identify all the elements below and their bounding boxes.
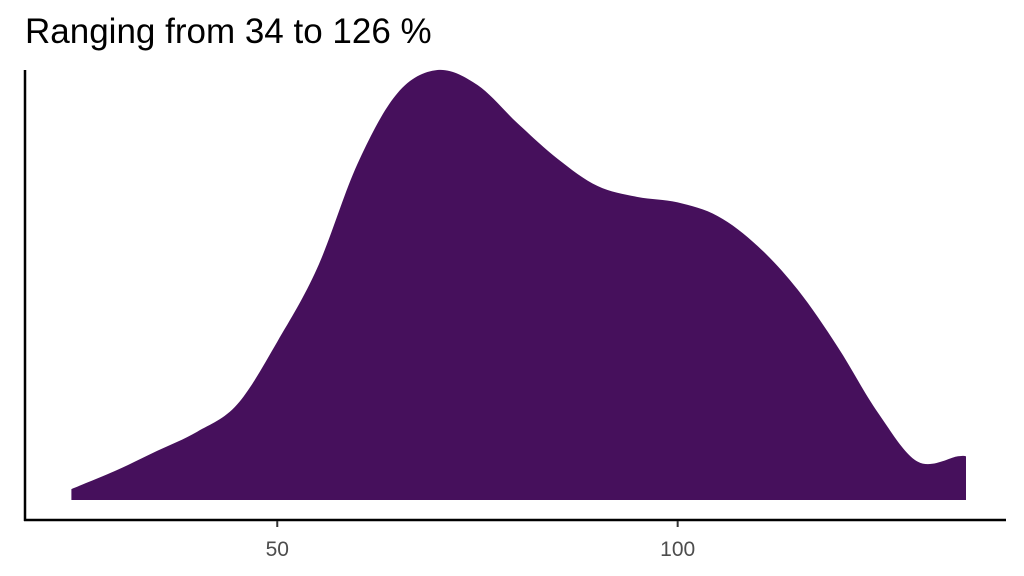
x-tick-label: 50	[266, 538, 289, 561]
x-tick-label: 100	[660, 538, 695, 561]
density-area	[71, 69, 966, 500]
x-axis-ticks: 50 100	[266, 521, 695, 561]
plot-area	[71, 69, 966, 500]
chart-title: Ranging from 34 to 126 %	[25, 12, 432, 51]
